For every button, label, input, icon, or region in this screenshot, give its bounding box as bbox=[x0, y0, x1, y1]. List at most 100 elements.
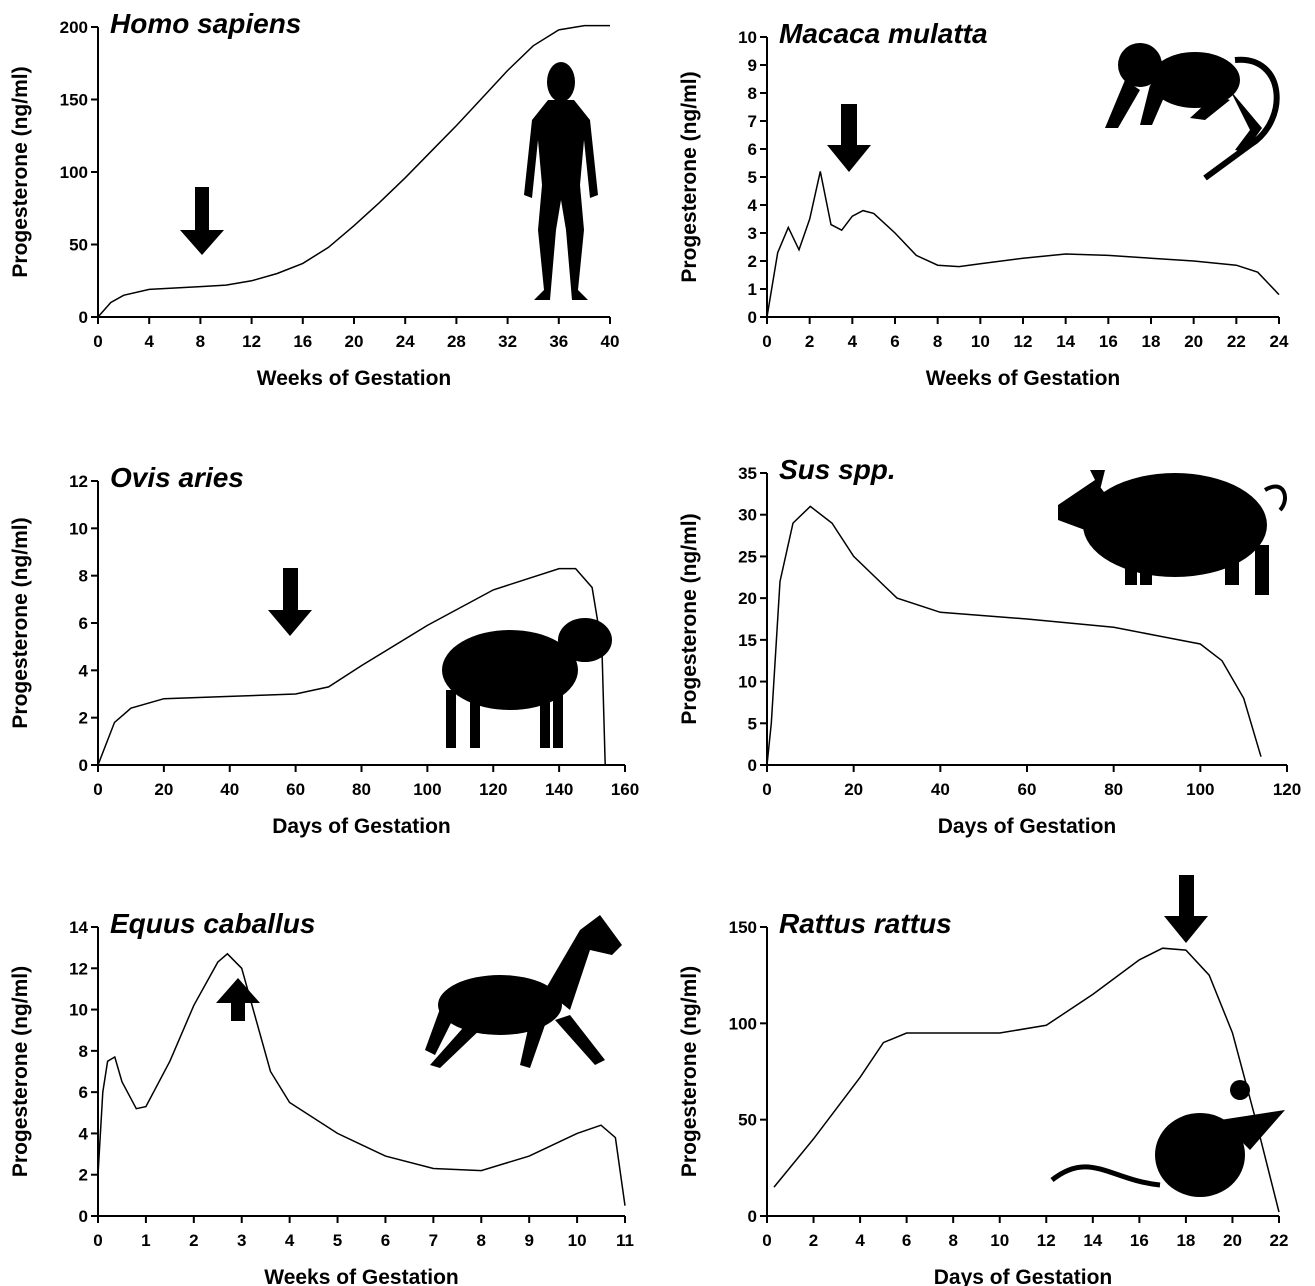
x-tick-label: 16 bbox=[1099, 332, 1118, 351]
y-tick-label: 20 bbox=[738, 589, 757, 608]
x-tick-label: 12 bbox=[242, 332, 261, 351]
x-tick-label: 8 bbox=[933, 332, 942, 351]
x-tick-label: 60 bbox=[286, 780, 305, 799]
y-tick-label: 3 bbox=[748, 224, 757, 243]
y-tick-label: 0 bbox=[79, 308, 88, 327]
monkey-silhouette bbox=[1105, 43, 1277, 178]
y-tick-label: 12 bbox=[69, 959, 88, 978]
x-tick-label: 0 bbox=[762, 1231, 771, 1250]
pig-silhouette bbox=[1058, 470, 1285, 595]
y-tick-label: 5 bbox=[748, 714, 757, 733]
arrow bbox=[268, 568, 312, 636]
y-tick-label: 10 bbox=[69, 519, 88, 538]
y-tick-label: 4 bbox=[748, 196, 758, 215]
x-tick-label: 10 bbox=[568, 1231, 587, 1250]
x-tick-label: 0 bbox=[762, 332, 771, 351]
y-tick-label: 10 bbox=[738, 673, 757, 692]
y-tick-label: 35 bbox=[738, 464, 757, 483]
x-tick-label: 4 bbox=[144, 332, 154, 351]
x-tick-label: 8 bbox=[477, 1231, 486, 1250]
y-tick-label: 150 bbox=[60, 91, 88, 110]
x-tick-label: 20 bbox=[844, 780, 863, 799]
x-tick-label: 12 bbox=[1014, 332, 1033, 351]
y-axis-label: Progesterone (ng/ml) bbox=[678, 71, 701, 282]
y-axis-label: Progesterone (ng/ml) bbox=[678, 513, 701, 724]
y-tick-label: 8 bbox=[79, 567, 88, 586]
y-tick-label: 6 bbox=[79, 1083, 88, 1102]
x-tick-label: 0 bbox=[93, 332, 102, 351]
x-tick-label: 4 bbox=[848, 332, 858, 351]
data-line bbox=[767, 171, 1279, 317]
x-tick-label: 12 bbox=[1037, 1231, 1056, 1250]
x-axis-label: Weeks of Gestation bbox=[264, 1266, 459, 1286]
x-tick-label: 9 bbox=[524, 1231, 533, 1250]
arrow bbox=[827, 104, 871, 172]
chart-title: Homo sapiens bbox=[110, 8, 301, 39]
x-tick-label: 1 bbox=[141, 1231, 150, 1250]
y-tick-label: 6 bbox=[79, 614, 88, 633]
y-tick-label: 5 bbox=[748, 168, 757, 187]
x-axis-label: Days of Gestation bbox=[934, 1266, 1113, 1286]
y-tick-label: 50 bbox=[69, 236, 88, 255]
y-tick-label: 50 bbox=[738, 1111, 757, 1130]
y-tick-label: 9 bbox=[748, 56, 757, 75]
y-tick-label: 6 bbox=[748, 140, 757, 159]
y-axis-label: Progesterone (ng/ml) bbox=[678, 966, 701, 1177]
x-tick-label: 4 bbox=[855, 1231, 865, 1250]
y-tick-label: 8 bbox=[79, 1042, 88, 1061]
x-tick-label: 24 bbox=[396, 332, 415, 351]
chart-title: Sus spp. bbox=[779, 454, 896, 485]
y-tick-label: 2 bbox=[79, 1166, 88, 1185]
x-tick-label: 7 bbox=[429, 1231, 438, 1250]
x-tick-label: 16 bbox=[1130, 1231, 1149, 1250]
sheep-silhouette bbox=[442, 618, 612, 748]
y-tick-label: 7 bbox=[748, 112, 757, 131]
x-tick-label: 6 bbox=[381, 1231, 390, 1250]
x-tick-label: 80 bbox=[1104, 780, 1123, 799]
silhouettes bbox=[425, 43, 1285, 1197]
x-tick-label: 160 bbox=[611, 780, 639, 799]
y-axis-label: Progesterone (ng/ml) bbox=[9, 66, 32, 277]
x-tick-label: 10 bbox=[990, 1231, 1009, 1250]
x-tick-label: 40 bbox=[601, 332, 620, 351]
x-tick-label: 32 bbox=[498, 332, 517, 351]
y-tick-label: 12 bbox=[69, 472, 88, 491]
y-tick-label: 2 bbox=[748, 252, 757, 271]
x-tick-label: 14 bbox=[1056, 332, 1075, 351]
x-tick-label: 20 bbox=[1184, 332, 1203, 351]
x-tick-label: 120 bbox=[1273, 780, 1301, 799]
chart-title: Rattus rattus bbox=[779, 908, 952, 939]
x-tick-label: 2 bbox=[189, 1231, 198, 1250]
x-tick-label: 10 bbox=[971, 332, 990, 351]
x-tick-label: 8 bbox=[948, 1231, 957, 1250]
x-tick-label: 3 bbox=[237, 1231, 246, 1250]
arrow bbox=[216, 978, 260, 1021]
y-tick-label: 0 bbox=[748, 756, 757, 775]
x-tick-label: 16 bbox=[293, 332, 312, 351]
y-tick-label: 200 bbox=[60, 18, 88, 37]
arrow bbox=[180, 187, 224, 255]
arrow bbox=[1164, 875, 1208, 943]
x-tick-label: 36 bbox=[549, 332, 568, 351]
y-tick-label: 1 bbox=[748, 280, 757, 299]
y-tick-label: 0 bbox=[748, 1207, 757, 1226]
horse-silhouette bbox=[425, 915, 622, 1068]
y-tick-label: 0 bbox=[79, 1207, 88, 1226]
x-tick-label: 6 bbox=[902, 1231, 911, 1250]
x-tick-label: 20 bbox=[345, 332, 364, 351]
panel: 0246810121401234567891011Weeks of Gestat… bbox=[9, 908, 634, 1286]
x-axis-label: Days of Gestation bbox=[938, 815, 1117, 838]
panel: 0501001502000481216202428323640Weeks of … bbox=[9, 8, 619, 390]
x-tick-label: 0 bbox=[93, 1231, 102, 1250]
x-tick-label: 28 bbox=[447, 332, 466, 351]
x-tick-label: 2 bbox=[805, 332, 814, 351]
x-tick-label: 20 bbox=[154, 780, 173, 799]
y-tick-label: 14 bbox=[69, 918, 88, 937]
x-tick-label: 20 bbox=[1223, 1231, 1242, 1250]
x-tick-label: 4 bbox=[285, 1231, 295, 1250]
chart-title: Macaca mulatta bbox=[779, 18, 988, 49]
x-tick-label: 60 bbox=[1018, 780, 1037, 799]
x-axis-label: Weeks of Gestation bbox=[257, 367, 452, 390]
figure: 0501001502000481216202428323640Weeks of … bbox=[0, 0, 1315, 1286]
